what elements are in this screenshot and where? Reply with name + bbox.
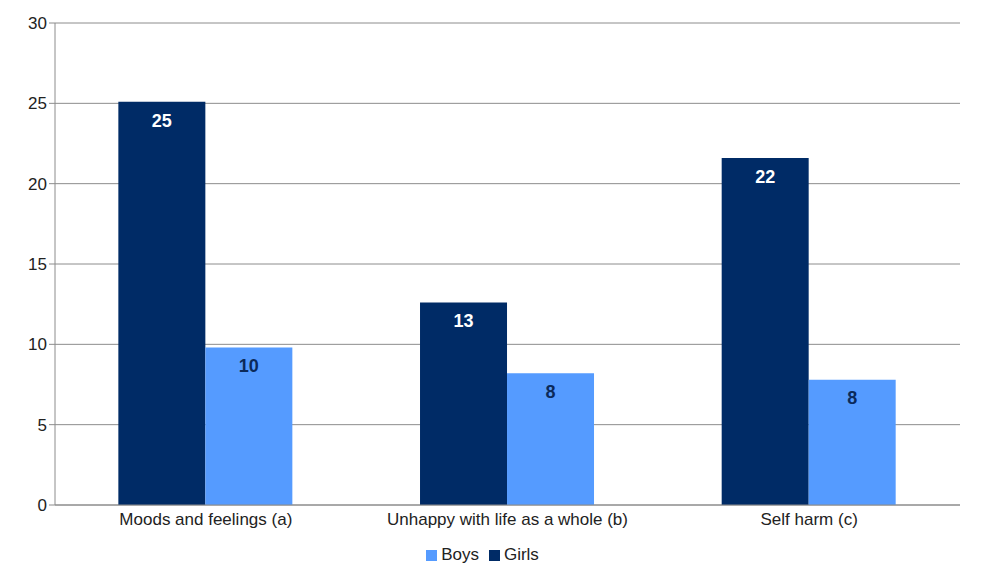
- html-text:Girls: Girls: [503, 545, 539, 564]
- svg-text:8: 8: [847, 388, 857, 408]
- svg-text:Self harm (c): Self harm (c): [761, 510, 858, 529]
- svg-text:30: 30: [28, 14, 47, 33]
- svg-text:25: 25: [152, 111, 172, 131]
- svg-text:5: 5: [38, 416, 47, 435]
- svg-text:Unhappy with life as a whole (: Unhappy with life as a whole (b): [387, 510, 628, 529]
- svg-text:25: 25: [28, 94, 47, 113]
- html-text:Boys: Boys: [441, 545, 479, 564]
- svg-text:15: 15: [28, 255, 47, 274]
- svg-text:10: 10: [239, 356, 259, 376]
- svg-text:13: 13: [454, 311, 474, 331]
- svg-text:8: 8: [546, 382, 556, 402]
- svg-text:10: 10: [28, 335, 47, 354]
- svg-text:22: 22: [755, 167, 775, 187]
- svg-text:0: 0: [38, 496, 47, 515]
- svg-text:Moods and feelings (a): Moods and feelings (a): [119, 510, 292, 529]
- svg-text:20: 20: [28, 175, 47, 194]
